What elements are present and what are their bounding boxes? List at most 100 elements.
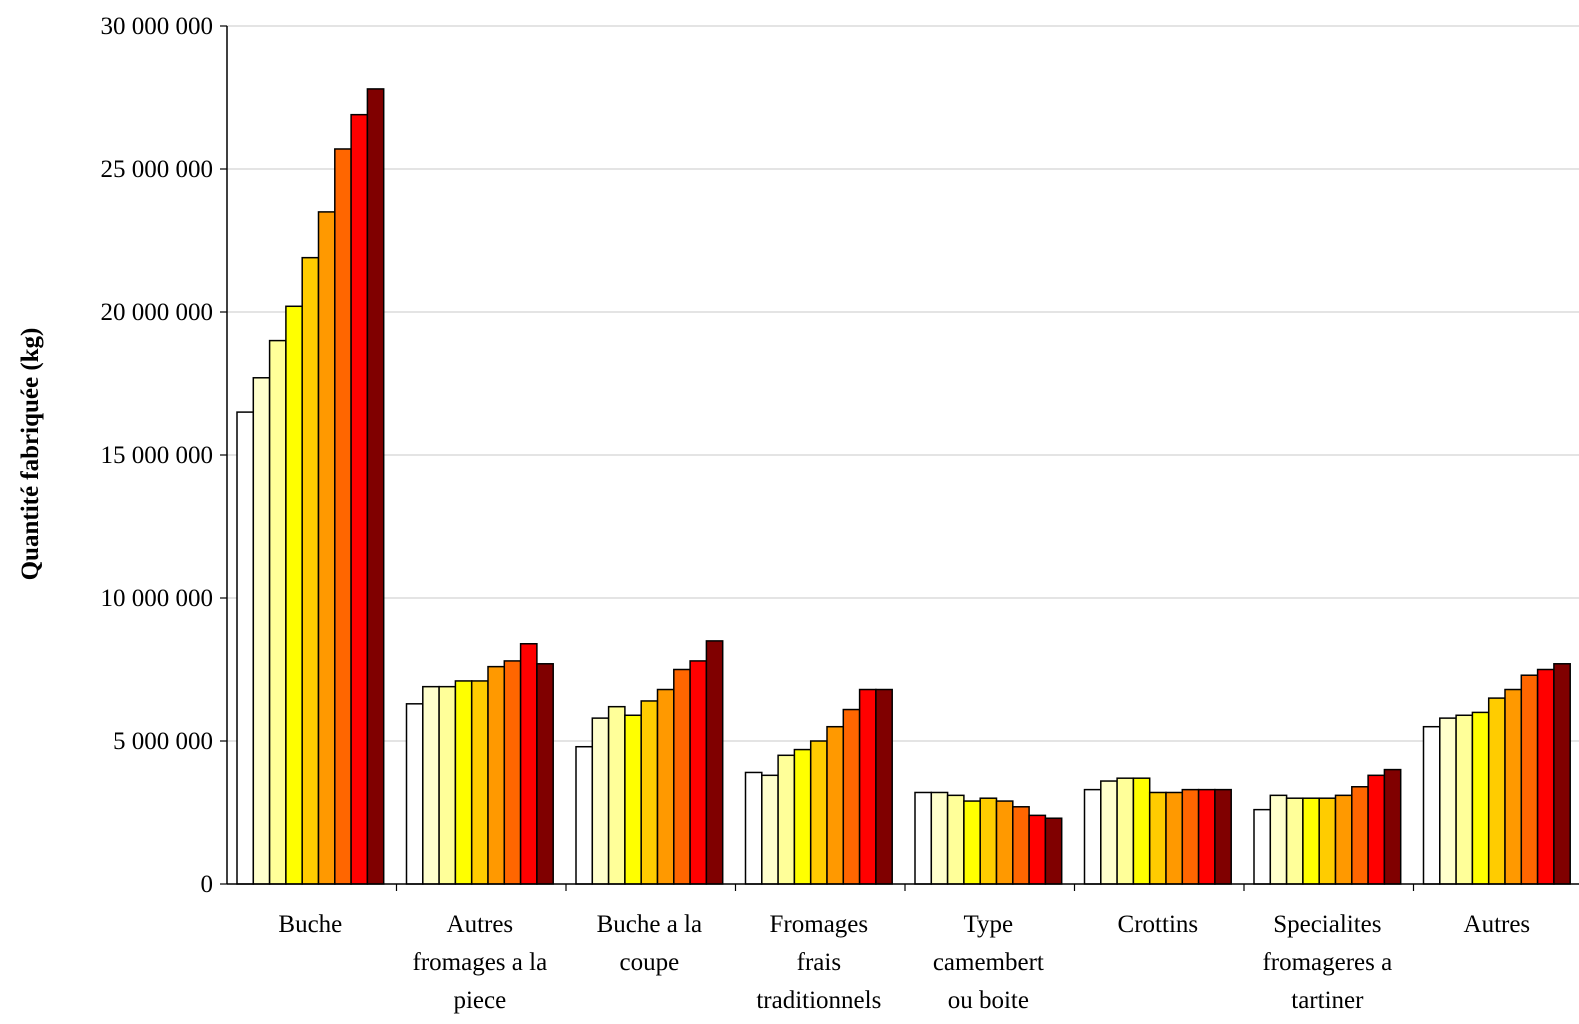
bar — [591, 717, 610, 885]
bar — [575, 745, 594, 885]
x-category-label-line: Autres — [1464, 911, 1531, 938]
bar — [1455, 714, 1474, 885]
bar — [995, 800, 1014, 885]
bar — [1520, 674, 1539, 885]
bar — [826, 725, 845, 885]
bar — [1285, 797, 1304, 885]
bar — [1367, 774, 1386, 885]
bar — [1269, 794, 1288, 885]
bar — [946, 794, 965, 885]
bar — [1197, 788, 1216, 885]
bars — [236, 88, 1571, 885]
bar — [624, 714, 642, 885]
x-category-label-line: coupe — [619, 949, 679, 976]
x-category-label-line: fromages a la — [413, 949, 548, 976]
x-category-label-line: traditionnels — [756, 987, 881, 1014]
x-category-label: Type camembert ou boite — [933, 911, 1044, 1014]
x-category-label-line: Crottins — [1118, 911, 1199, 938]
bar — [963, 800, 981, 885]
y-tick-label: 5 000 000 — [113, 728, 213, 755]
bar — [1351, 786, 1369, 885]
bar — [607, 705, 626, 885]
bar — [1100, 780, 1118, 885]
bar — [317, 211, 336, 885]
x-category-label-line: Specialites — [1273, 911, 1381, 938]
bar — [422, 685, 440, 885]
bar — [1116, 777, 1135, 885]
bar — [1012, 806, 1030, 885]
bar — [673, 668, 691, 885]
bar — [536, 663, 554, 885]
x-category-label: Autres fromages a la piece — [413, 911, 548, 1014]
x-category-label-line: camembert — [933, 949, 1044, 976]
bar — [1253, 808, 1272, 885]
bar — [1132, 777, 1151, 885]
x-category-label-line: Type — [964, 911, 1014, 938]
bar — [640, 700, 659, 885]
bar — [454, 680, 473, 885]
x-category-label: Crottins — [1118, 911, 1199, 938]
bar — [285, 305, 303, 885]
bar — [470, 680, 489, 885]
x-category-label: Buche — [278, 911, 342, 938]
bar — [1487, 697, 1506, 885]
bar — [793, 748, 812, 885]
bar — [1165, 791, 1184, 885]
x-category-label-line: Autres — [447, 911, 514, 938]
bar — [689, 660, 708, 885]
bar — [777, 754, 796, 885]
x-category-label-line: Fromages — [770, 911, 869, 938]
bar — [487, 665, 506, 885]
x-category-label: Autres — [1464, 911, 1531, 938]
bar — [503, 660, 522, 885]
x-category-label-line: ou boite — [948, 987, 1029, 1014]
bar — [519, 643, 538, 885]
bar — [842, 708, 861, 885]
bar — [301, 256, 320, 885]
bar — [1471, 711, 1490, 885]
x-category-labels: Buche Autres fromages a la piece Buche a la c… — [278, 911, 1530, 1014]
bar — [1028, 814, 1047, 885]
bar — [705, 640, 724, 885]
y-tick-label: 0 — [201, 871, 214, 898]
bar — [350, 113, 369, 885]
bar — [1083, 788, 1102, 885]
x-category-label-line: fromageres a — [1262, 949, 1392, 976]
gridlines — [227, 25, 1579, 742]
bar — [268, 339, 287, 885]
bar — [914, 791, 933, 885]
y-tick-label: 10 000 000 — [101, 585, 214, 612]
bar — [1302, 797, 1320, 885]
bar — [1148, 791, 1167, 885]
bar — [405, 703, 424, 885]
bar — [1214, 788, 1232, 885]
bar — [1318, 797, 1337, 885]
y-tick-label: 30 000 000 — [101, 13, 214, 40]
x-category-label-line: Buche — [278, 911, 342, 938]
x-category-label: Specialites fromageres a tartiner — [1262, 911, 1392, 1014]
bar — [1334, 794, 1353, 885]
x-category-label-line: piece — [453, 987, 506, 1014]
bar — [1553, 663, 1571, 885]
bar — [656, 688, 675, 885]
bar — [744, 771, 763, 885]
bar — [1536, 668, 1555, 885]
bar — [438, 685, 457, 885]
x-category-label-line: frais — [797, 949, 841, 976]
x-category-label: Fromages frais traditionnels — [756, 911, 881, 1014]
bar — [1383, 768, 1402, 885]
bar — [1181, 788, 1200, 885]
bar — [858, 688, 877, 885]
bar — [252, 377, 271, 885]
x-category-label-line: tartiner — [1291, 987, 1364, 1014]
bar — [809, 740, 828, 885]
bar — [761, 774, 779, 885]
y-axis-label: Quantité fabriquée (kg) — [17, 328, 44, 581]
bar — [979, 797, 998, 885]
bar — [875, 688, 893, 885]
bar — [930, 791, 949, 885]
y-tick-label: 20 000 000 — [101, 299, 214, 326]
bar — [366, 88, 385, 885]
bar — [334, 148, 352, 885]
